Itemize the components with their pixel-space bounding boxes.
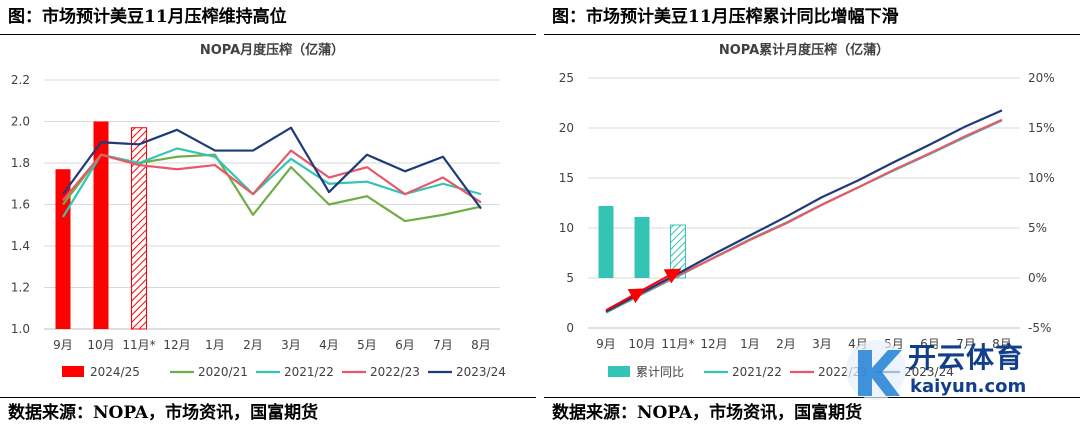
- x-tick-label: 4月: [319, 338, 339, 352]
- legend-label: 2024/25: [90, 365, 140, 379]
- bar-2024-25: [131, 127, 147, 330]
- x-tick-label: 2月: [243, 338, 263, 352]
- y-tick-label: 1.6: [11, 198, 30, 212]
- y-tick-label: 2.0: [11, 115, 30, 129]
- x-tick-label: 7月: [433, 338, 453, 352]
- y-tick-label: 25: [559, 71, 574, 85]
- x-tick-label: 3月: [812, 337, 832, 351]
- line-2021-22: [605, 119, 1003, 314]
- line-2021-22: [62, 147, 482, 218]
- x-tick-label: 6月: [920, 337, 940, 351]
- x-tick-label: 5月: [357, 338, 377, 352]
- left-figure-header: 图：市场预计美豆11月压榨维持高位: [8, 7, 287, 27]
- watermark-url: kaiyun.com: [910, 376, 1027, 397]
- x-tick-label: 11月*: [661, 337, 694, 351]
- x-tick-label: 2月: [776, 337, 796, 351]
- left-crush-chart: NOPA月度压榨（亿蒲） 1.0 1.2 1.4 1.6 1.8 2.0 2.2 9月 10月 11…: [11, 42, 506, 379]
- legend-swatch-2024-25: [62, 366, 84, 377]
- left-source-note: 数据来源：NOPA，市场资讯，国富期货: [8, 403, 319, 423]
- legend-label: 2023/24: [456, 365, 506, 379]
- line-2022-23: [62, 149, 482, 204]
- y-tick-label: 1.8: [11, 156, 30, 170]
- x-tick-label: 8月: [992, 337, 1012, 351]
- y2-tick-label: 5%: [1028, 221, 1047, 235]
- watermark-logo-icon: [846, 340, 906, 400]
- legend-label: 2023/24: [904, 365, 954, 379]
- y2-tick-label: 10%: [1028, 171, 1055, 185]
- left-panel: 图：市场预计美豆11月压榨维持高位 NOPA月度压榨（亿蒲） 1.0 1.2 1.4 1…: [0, 0, 536, 430]
- bar-cumulative-yoy: [634, 217, 650, 278]
- x-tick-label: 9月: [53, 338, 73, 352]
- y2-tick-label: -5%: [1028, 321, 1051, 335]
- x-tick-label: 3月: [281, 338, 301, 352]
- y2-tick-label: 20%: [1028, 71, 1055, 85]
- y-tick-label: 1.2: [11, 281, 30, 295]
- right-figure-header: 图：市场预计美豆11月压榨累计同比增幅下滑: [552, 7, 899, 27]
- x-tick-label: 1月: [740, 337, 760, 351]
- x-tick-label: 12月: [700, 337, 727, 351]
- y2-tick-label: 15%: [1028, 121, 1055, 135]
- legend-label: 2021/22: [732, 365, 782, 379]
- legend-label: 2022/23: [370, 365, 420, 379]
- x-tick-label: 11月*: [122, 338, 155, 352]
- y-tick-label: 0: [566, 321, 574, 335]
- left-footer-rule: [0, 397, 536, 398]
- y2-tick-label: 0%: [1028, 271, 1047, 285]
- right-cumulative-chart: NOPA累计月度压榨（亿蒲） 0 5 10 15 20 25 -5% 0% 5% 10% 15% 20%…: [559, 42, 1055, 379]
- y-tick-label: 15: [559, 171, 574, 185]
- y-tick-label: 2.2: [11, 73, 30, 87]
- chart-title: NOPA累计月度压榨（亿蒲）: [719, 42, 889, 58]
- left-header-rule: [0, 34, 536, 35]
- x-tick-label: 12月: [163, 338, 190, 352]
- right-panel: 图：市场预计美豆11月压榨累计同比增幅下滑 NOPA累计月度压榨（亿蒲） 0 5 10…: [544, 0, 1080, 430]
- y-tick-label: 10: [559, 221, 574, 235]
- legend-label: 2021/22: [284, 365, 334, 379]
- y-tick-label: 1.4: [11, 239, 30, 253]
- watermark-brand: 开云体育: [908, 341, 1025, 374]
- bar-cumulative-yoy: [598, 206, 614, 278]
- arrow-2024-25: [605, 288, 646, 312]
- right-header-rule: [544, 34, 1080, 35]
- x-tick-label: 1月: [205, 338, 225, 352]
- x-tick-label: 7月: [956, 337, 976, 351]
- x-tick-label: 6月: [395, 338, 415, 352]
- y-tick-label: 5: [566, 271, 574, 285]
- line-2023-24: [62, 126, 482, 210]
- chart-title: NOPA月度压榨（亿蒲）: [200, 42, 344, 58]
- x-tick-label: 10月: [87, 338, 114, 352]
- right-footer-rule: [544, 397, 1080, 398]
- arrow-2024-25: [641, 268, 682, 292]
- legend-label: 累计同比: [636, 365, 684, 379]
- y-tick-label: 1.0: [11, 322, 30, 336]
- legend-label: 2020/21: [198, 365, 248, 379]
- legend-swatch-yoy: [608, 366, 630, 377]
- x-tick-label: 10月: [628, 337, 655, 351]
- right-source-note: 数据来源：NOPA，市场资讯，国富期货: [552, 403, 863, 423]
- x-tick-label: 9月: [596, 337, 616, 351]
- y-tick-label: 20: [559, 121, 574, 135]
- line-2023-24: [605, 109, 1003, 313]
- bar-2024-25: [93, 121, 109, 329]
- x-tick-label: 8月: [471, 338, 491, 352]
